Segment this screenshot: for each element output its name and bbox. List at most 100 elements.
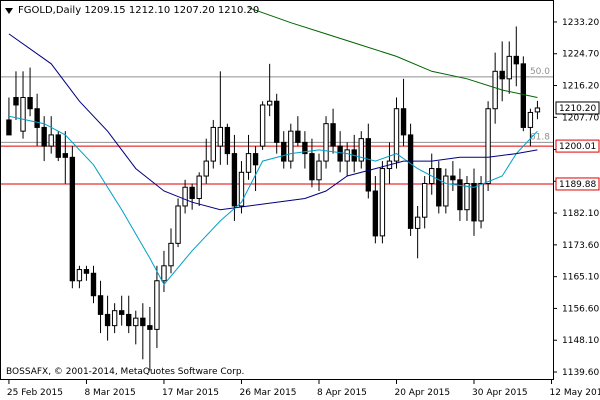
candle-body-18	[133, 317, 139, 327]
candle-body-73	[520, 63, 527, 128]
x-tick-label-6: 30 Apr 2015	[472, 388, 528, 398]
candle-body-28	[203, 160, 209, 177]
y-tick-label-7: 1173.60	[562, 241, 599, 251]
candle-body-68	[485, 108, 491, 185]
candle-body-59	[421, 183, 428, 218]
candle-body-58	[414, 216, 421, 229]
y-tick-label-9: 1156.60	[562, 304, 599, 314]
candle-body-35	[252, 153, 259, 166]
candle-body-72	[513, 55, 519, 65]
candle-body-17	[126, 313, 132, 327]
candle-body-13	[97, 295, 104, 315]
candle-body-45	[323, 123, 329, 162]
candle-body-66	[471, 183, 477, 222]
candle-body-22	[161, 265, 167, 282]
candle-body-71	[506, 55, 512, 80]
symbol-label: FGOLD,Daily	[18, 5, 82, 16]
candle-body-2	[20, 97, 26, 132]
candle-body-0	[6, 119, 12, 136]
candle-body-19	[140, 317, 146, 327]
candle-body-70	[499, 70, 505, 80]
candle-body-44	[316, 160, 322, 181]
candle-body-1	[13, 97, 19, 106]
price-tag-label-0: 1210.20	[559, 104, 596, 114]
candle-body-75	[534, 107, 541, 113]
candle-body-67	[478, 183, 484, 222]
candle-body-15	[111, 310, 118, 327]
candle-body-7	[55, 134, 61, 158]
candle-body-57	[407, 134, 414, 229]
candle-body-65	[464, 183, 470, 211]
price-tag-label-2: 1189.88	[559, 180, 596, 190]
ma-fast-line	[8, 115, 538, 286]
x-tick-label-3: 26 Mar 2015	[239, 388, 296, 398]
y-tick-label-3: 1207.70	[562, 113, 599, 123]
price-tag-box-2	[555, 177, 600, 191]
price-tag-box-0	[555, 101, 600, 115]
candle-body-5	[41, 126, 47, 147]
x-tick-label-0: 25 Feb 2015	[7, 388, 63, 398]
candle-body-6	[48, 134, 54, 147]
moving-averages	[8, 7, 538, 286]
candle-body-23	[168, 242, 174, 267]
y-tick-label-1: 1224.70	[562, 50, 599, 60]
ohlc-readout: 1209.15 1212.10 1207.20 1210.20	[84, 5, 260, 16]
chart-title: FGOLD,Daily 1209.15 1212.10 1207.20 1210…	[18, 5, 259, 16]
candle-body-47	[337, 145, 343, 162]
y-tick-label-8: 1165.10	[562, 273, 599, 283]
candle-body-39	[281, 141, 287, 162]
x-tick-label-2: 17 Mar 2015	[162, 388, 219, 398]
y-tick-label-11: 1139.60	[562, 368, 599, 378]
candle-body-63	[450, 175, 456, 181]
price-tag-label-1: 1200.01	[559, 142, 596, 152]
x-tick-label-5: 20 Apr 2015	[394, 388, 450, 398]
candle-body-14	[104, 313, 111, 327]
candle-body-27	[196, 175, 202, 199]
candle-body-8	[62, 153, 68, 158]
candle-body-69	[492, 70, 498, 110]
fib-label-0: 50.0	[530, 67, 550, 77]
candle-body-61	[436, 168, 442, 207]
candle-body-32	[231, 153, 238, 207]
candle-body-42	[302, 141, 308, 155]
x-tick-label-7: 12 May 2015	[550, 388, 600, 398]
y-tick-label-0: 1233.20	[562, 18, 599, 28]
candle-body-41	[295, 130, 301, 143]
candle-body-3	[27, 97, 33, 110]
candle-body-37	[266, 100, 273, 106]
candle-body-30	[217, 126, 224, 147]
candle-body-4	[34, 108, 40, 128]
candle-body-25	[182, 186, 188, 207]
candle-body-10	[76, 269, 83, 282]
dropdown-triangle-icon[interactable]	[5, 8, 13, 14]
candle-body-31	[224, 126, 231, 155]
candle-body-53	[379, 168, 386, 237]
y-tick-label-10: 1148.10	[562, 336, 599, 346]
candle-body-52	[372, 190, 379, 237]
candle-body-56	[400, 108, 407, 136]
price-tag-box-1	[555, 139, 600, 153]
candle-body-43	[309, 153, 315, 181]
candle-body-33	[238, 171, 245, 207]
candle-body-38	[274, 100, 280, 143]
price-axis: 1233.201224.701216.201207.701199.101190.…	[553, 18, 599, 378]
candle-body-55	[393, 108, 400, 162]
chart-frame	[0, 0, 554, 380]
candle-body-12	[90, 272, 97, 297]
ma-slow-line	[248, 7, 538, 98]
price-tags: 1210.20 1200.01 1189.88	[555, 101, 600, 191]
candle-body-62	[443, 175, 449, 207]
candle-body-46	[330, 123, 336, 147]
candle-body-74	[527, 111, 534, 128]
candle-body-29	[210, 126, 216, 162]
candle-body-20	[147, 325, 153, 330]
y-tick-label-6: 1182.10	[562, 209, 599, 219]
candle-body-11	[83, 269, 90, 274]
candle-body-64	[457, 179, 463, 211]
y-tick-label-2: 1216.20	[562, 82, 599, 92]
x-tick-label-4: 8 Apr 2015	[317, 388, 367, 398]
copyright-text: BOSSAFX, © 2001-2014, MetaQuotes Softwar…	[6, 367, 245, 377]
x-tick-label-1: 8 Mar 2015	[84, 388, 135, 398]
candle-body-9	[69, 156, 76, 282]
